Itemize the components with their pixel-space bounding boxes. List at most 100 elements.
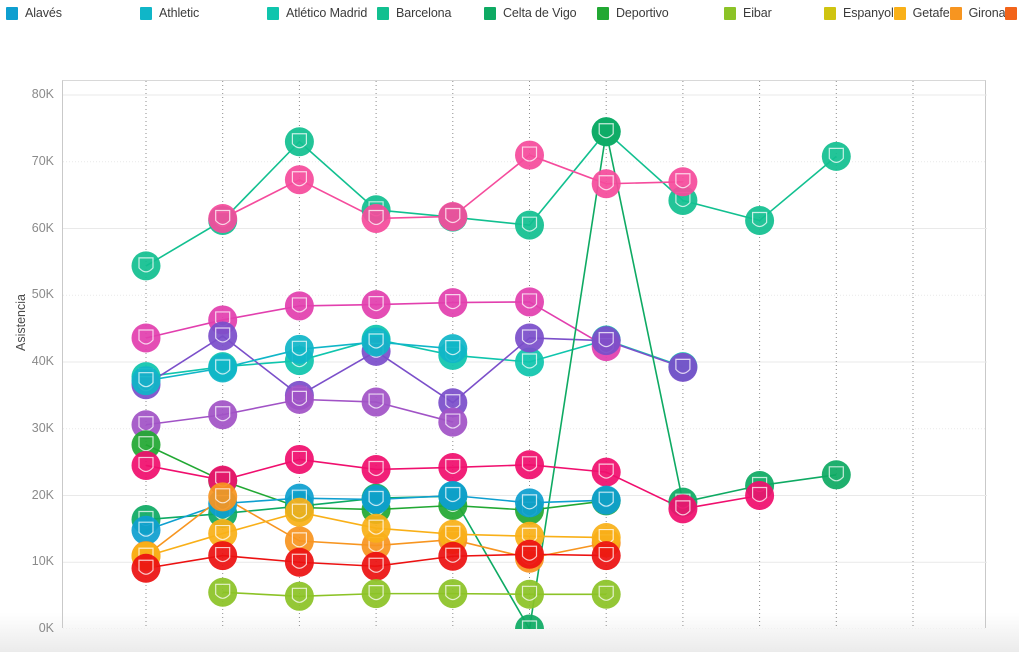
crest-icon xyxy=(521,216,538,232)
data-point-real-madrid[interactable] xyxy=(208,203,238,233)
data-point-valencia[interactable] xyxy=(591,326,621,356)
data-point-eibar[interactable] xyxy=(284,581,314,611)
data-point-legan-s[interactable] xyxy=(438,541,468,571)
data-point-alav-s[interactable] xyxy=(591,485,621,515)
crest-icon xyxy=(291,352,307,368)
data-point-alav-s[interactable] xyxy=(131,515,161,545)
legend-item-celta-de-vigo[interactable]: Celta de Vigo xyxy=(484,3,597,23)
data-point-real-sociedad[interactable] xyxy=(361,290,391,320)
data-point-alav-s[interactable] xyxy=(438,481,468,510)
data-point-real-madrid[interactable] xyxy=(438,201,468,231)
data-point-getafe[interactable] xyxy=(284,497,314,527)
legend-swatch xyxy=(893,6,906,20)
crest-icon xyxy=(521,146,538,162)
data-point-eibar[interactable] xyxy=(438,579,468,609)
data-point-real-sociedad[interactable] xyxy=(284,291,314,321)
data-point-eibar[interactable] xyxy=(361,579,391,609)
legend-item-eibar[interactable]: Eibar xyxy=(724,3,824,23)
data-point-m-laga[interactable] xyxy=(361,454,391,484)
data-point-m-laga[interactable] xyxy=(591,457,621,487)
data-point-celta-de-vigo[interactable] xyxy=(821,460,851,490)
data-point-m-laga[interactable] xyxy=(745,481,775,510)
crest-icon xyxy=(215,583,231,599)
crest-icon xyxy=(215,327,231,343)
data-point-real-madrid[interactable] xyxy=(668,167,698,197)
data-point-celta-de-vigo[interactable] xyxy=(515,614,544,630)
crest-icon xyxy=(675,358,691,374)
data-point-sevilla[interactable] xyxy=(438,407,468,437)
legend-item-getafe[interactable]: Getafe xyxy=(893,3,950,23)
legend-swatch xyxy=(724,6,736,20)
series-line-eibar[interactable] xyxy=(222,591,607,598)
crest-icon xyxy=(291,503,307,519)
data-point-sevilla[interactable] xyxy=(284,384,314,414)
data-point-m-laga[interactable] xyxy=(284,444,314,474)
data-point-valencia[interactable] xyxy=(208,321,238,351)
legend-label: Barcelona xyxy=(396,6,452,20)
data-point-getafe[interactable] xyxy=(361,513,391,543)
legend-item-barcelona[interactable]: Barcelona xyxy=(377,3,484,23)
data-point-barcelona[interactable] xyxy=(284,127,314,157)
crest-icon xyxy=(291,171,307,187)
data-point-real-madrid[interactable] xyxy=(515,140,544,170)
legend-swatch xyxy=(1005,6,1018,20)
y-tick-label: 60K xyxy=(31,220,54,235)
data-point-legan-s[interactable] xyxy=(361,551,391,581)
data-point-valencia[interactable] xyxy=(668,352,698,382)
crest-icon xyxy=(215,546,231,563)
legend-item-atl-tico-madrid[interactable]: Atlético Madrid xyxy=(267,3,377,23)
legend-item-deportivo[interactable]: Deportivo xyxy=(597,3,724,23)
data-point-sevilla[interactable] xyxy=(361,387,391,417)
data-point-barcelona[interactable] xyxy=(821,141,851,171)
crest-icon xyxy=(752,486,768,503)
data-point-m-laga[interactable] xyxy=(515,450,544,480)
data-point-girona[interactable] xyxy=(208,482,238,512)
data-point-athletic[interactable] xyxy=(284,334,314,364)
crest-icon xyxy=(598,123,614,139)
data-point-legan-s[interactable] xyxy=(208,541,238,571)
data-point-legan-s[interactable] xyxy=(591,541,621,571)
data-point-real-sociedad[interactable] xyxy=(438,288,468,318)
data-point-legan-s[interactable] xyxy=(284,547,314,577)
crest-icon xyxy=(291,390,307,406)
data-point-m-laga[interactable] xyxy=(131,450,161,480)
crest-icon xyxy=(291,297,307,313)
data-point-real-madrid[interactable] xyxy=(361,203,391,233)
data-point-barcelona[interactable] xyxy=(745,205,775,235)
data-point-real-sociedad[interactable] xyxy=(131,323,161,353)
legend-item-alav-s[interactable]: Alavés xyxy=(6,3,140,23)
y-tick-label: 0K xyxy=(38,621,54,635)
data-point-athletic[interactable] xyxy=(438,334,468,364)
data-point-alav-s[interactable] xyxy=(515,488,544,518)
plot-wrapper: Asistencia 0K 10K 20K 30K 40K 50K 60K 70K 80K xyxy=(0,66,1019,652)
legend-item-espanyol[interactable]: Espanyol xyxy=(824,3,894,23)
data-point-barcelona[interactable] xyxy=(515,210,544,240)
series-line-barcelona[interactable] xyxy=(145,130,837,267)
data-point-real-sociedad[interactable] xyxy=(515,287,544,317)
legend-item-girona[interactable]: Girona xyxy=(949,3,1006,23)
data-point-valencia[interactable] xyxy=(515,323,544,353)
data-point-real-madrid[interactable] xyxy=(591,169,621,199)
series-line-celta-de-vigo[interactable] xyxy=(145,131,837,629)
data-point-celta-de-vigo[interactable] xyxy=(591,117,621,147)
legend-item-athletic[interactable]: Athletic xyxy=(140,3,267,23)
legend-item-las-palmas[interactable]: Las Palmas xyxy=(1005,3,1019,23)
data-point-athletic[interactable] xyxy=(208,353,238,383)
data-point-m-laga[interactable] xyxy=(668,494,698,524)
crest-icon xyxy=(521,585,538,601)
crest-icon xyxy=(138,257,154,273)
data-point-athletic[interactable] xyxy=(131,366,161,396)
data-point-eibar[interactable] xyxy=(208,577,238,607)
data-point-barcelona[interactable] xyxy=(131,251,161,281)
data-point-eibar[interactable] xyxy=(515,579,544,609)
data-point-legan-s[interactable] xyxy=(131,553,161,583)
data-point-real-madrid[interactable] xyxy=(284,165,314,195)
data-point-eibar[interactable] xyxy=(591,579,621,609)
data-point-alav-s[interactable] xyxy=(361,485,391,515)
data-point-m-laga[interactable] xyxy=(438,452,468,482)
data-point-legan-s[interactable] xyxy=(515,539,544,569)
data-point-sevilla[interactable] xyxy=(208,400,238,430)
crest-icon xyxy=(215,359,231,375)
data-point-athletic[interactable] xyxy=(361,327,391,357)
crest-icon xyxy=(752,211,768,228)
